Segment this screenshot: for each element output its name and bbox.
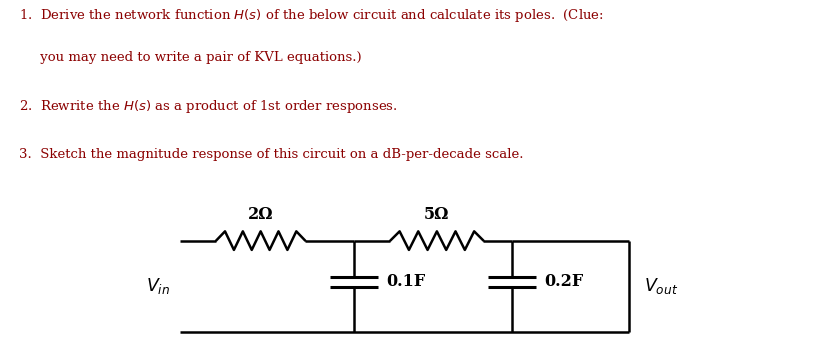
- Text: 5Ω: 5Ω: [424, 206, 450, 223]
- Text: 2Ω: 2Ω: [248, 206, 273, 223]
- Text: 1.  Derive the network function $H(s)$ of the below circuit and calculate its po: 1. Derive the network function $H(s)$ of…: [20, 7, 604, 24]
- Text: $V_{out}$: $V_{out}$: [644, 276, 678, 296]
- Text: you may need to write a pair of KVL equations.): you may need to write a pair of KVL equa…: [20, 51, 362, 64]
- Text: 0.2F: 0.2F: [544, 273, 584, 290]
- Text: 3.  Sketch the magnitude response of this circuit on a dB-per-decade scale.: 3. Sketch the magnitude response of this…: [20, 148, 524, 161]
- Text: 0.1F: 0.1F: [386, 273, 425, 290]
- Text: $V_{in}$: $V_{in}$: [146, 276, 170, 296]
- Text: 2.  Rewrite the $H(s)$ as a product of 1st order responses.: 2. Rewrite the $H(s)$ as a product of 1s…: [20, 98, 398, 115]
